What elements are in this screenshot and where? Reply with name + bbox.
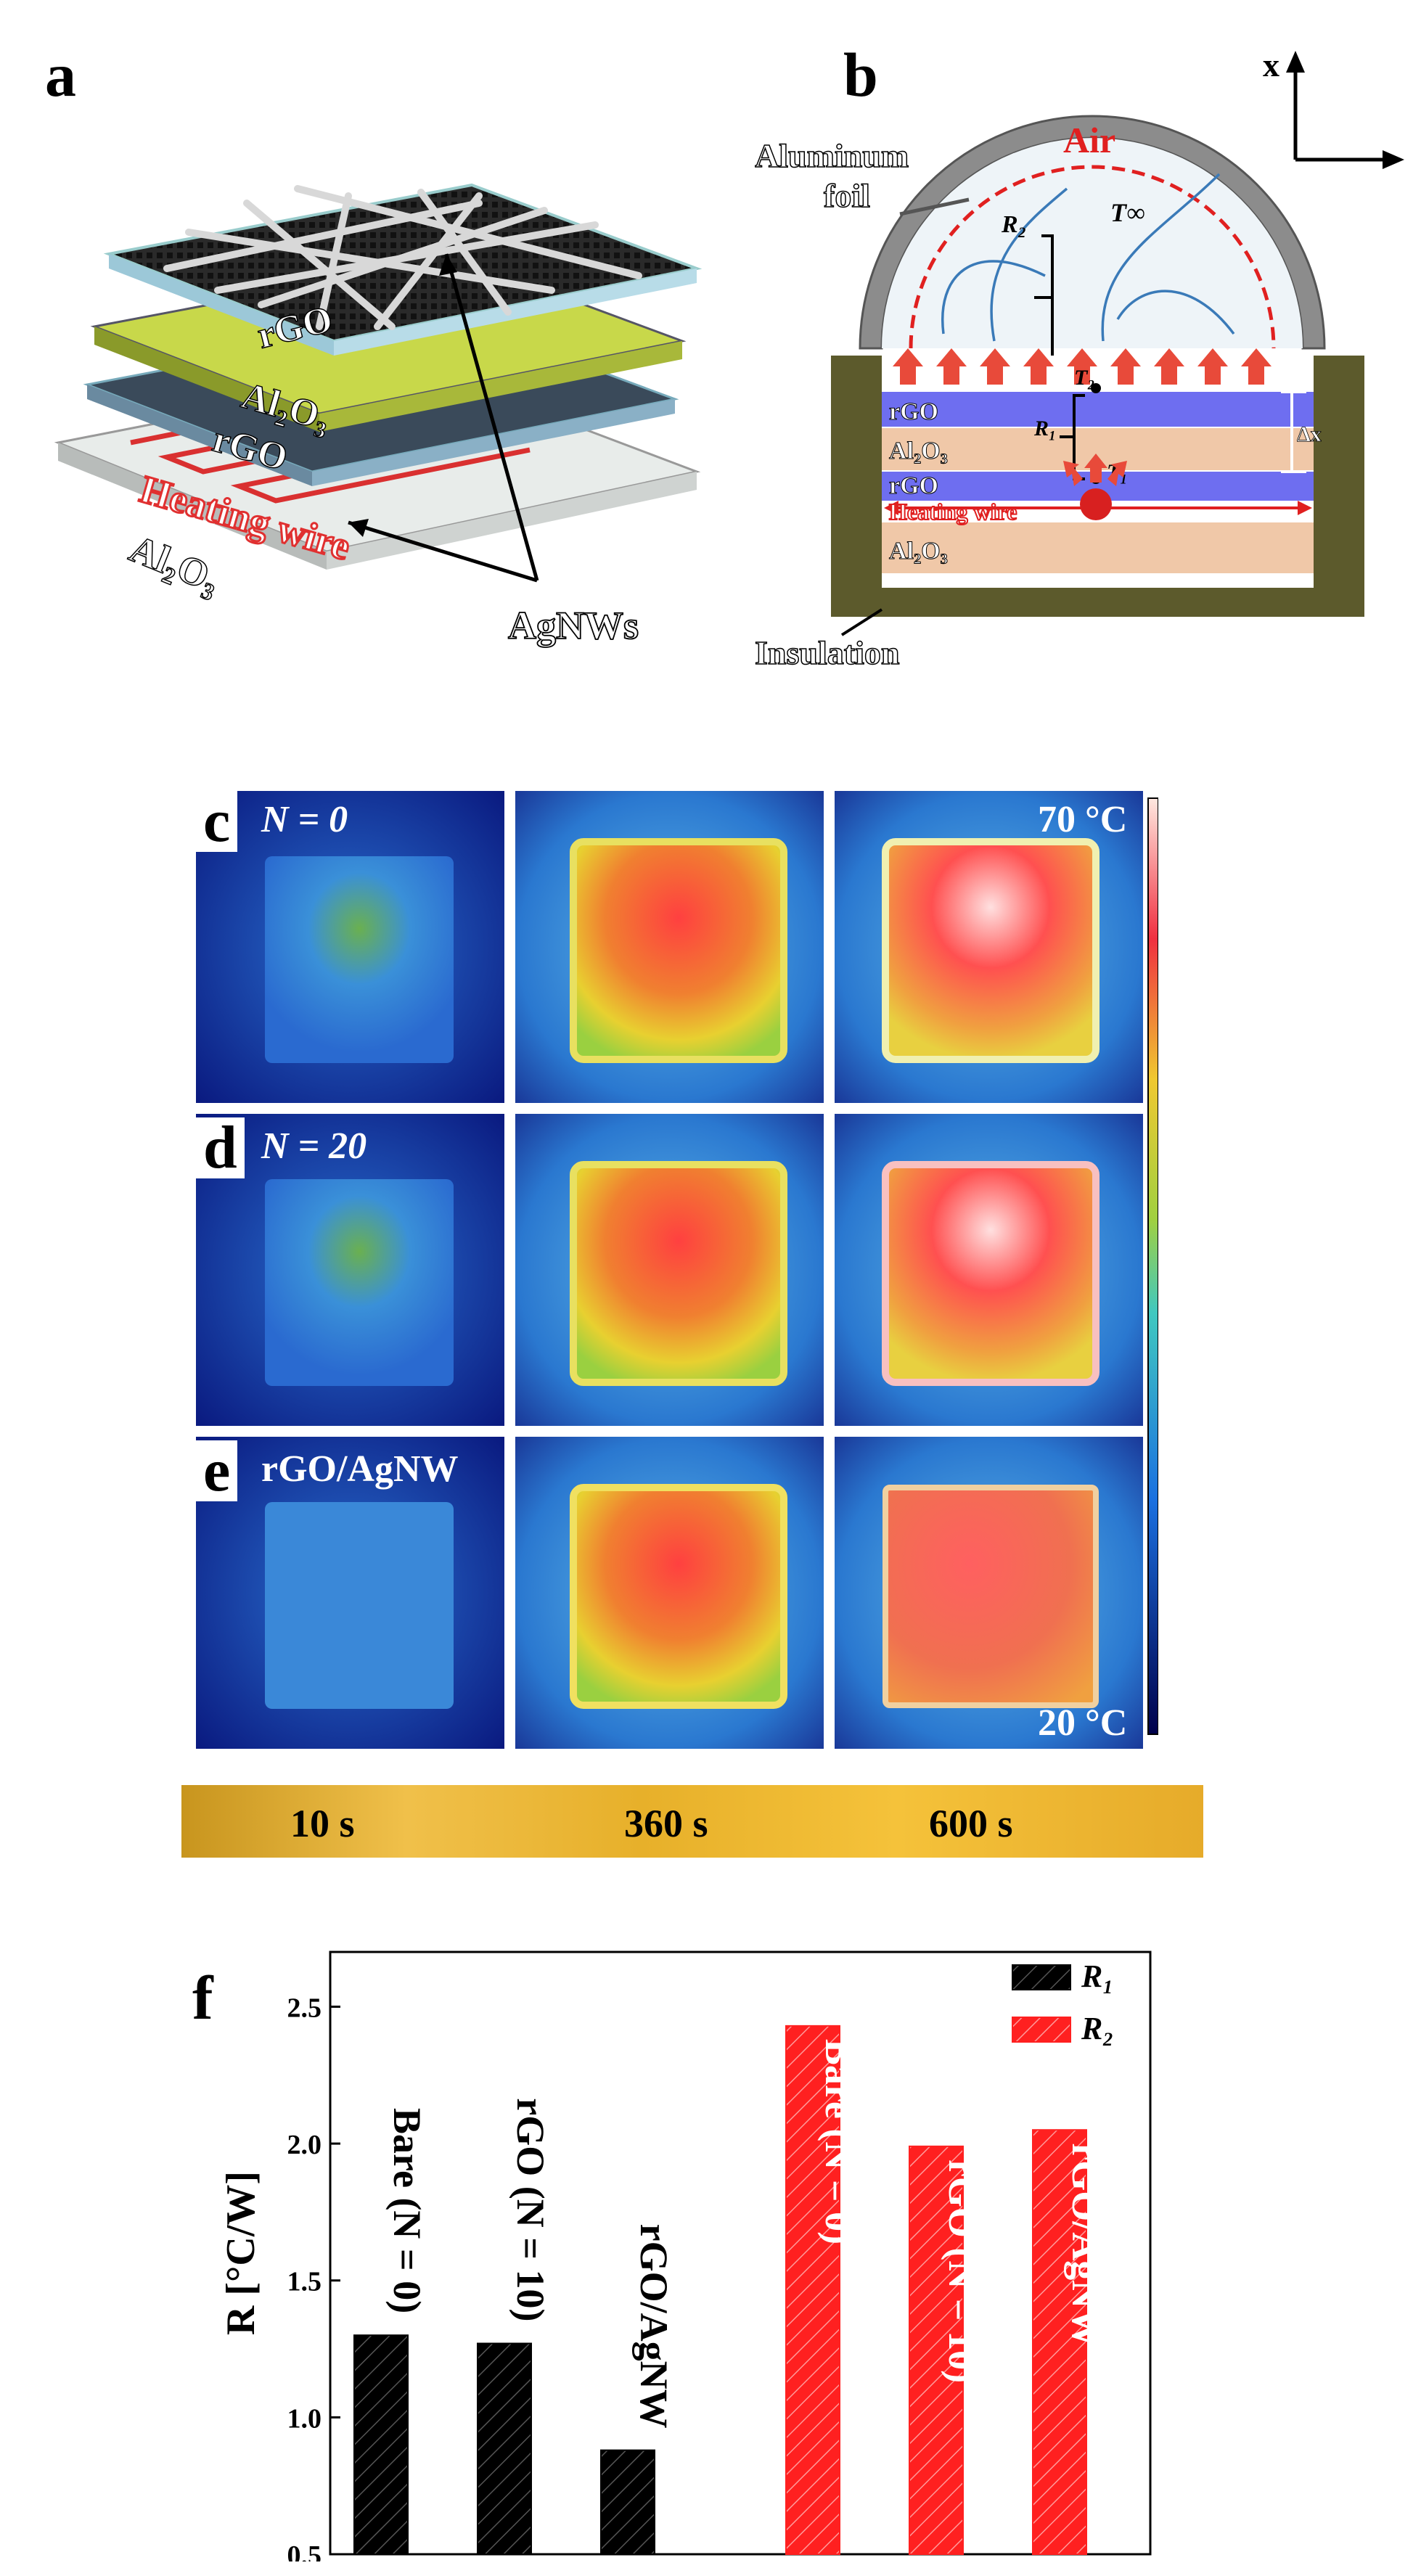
legend-swatch: [1012, 1964, 1071, 1990]
panel-d-label: N = 20: [261, 1125, 367, 1167]
time-label-600s: 600 s: [929, 1802, 1013, 1845]
legend-label: R₁: [1081, 1958, 1114, 1994]
label-t-inf: T∞: [1110, 198, 1145, 227]
panel-f-chart: 0.5 1.0 1.5 2.0 2.5 R [°C/W] Bare (N = 0) rGO…: [218, 1951, 1152, 2561]
bar: [909, 2145, 964, 2555]
bar-category-label: rGO (N = 10): [509, 2098, 552, 2321]
legend-label: R₂: [1081, 2011, 1114, 2046]
ir-image-grid: [196, 791, 1158, 1749]
y-tick-label: 0.5: [287, 2540, 322, 2561]
temperature-colorbar: [1147, 797, 1158, 1735]
y-tick-label: 2.0: [287, 2130, 322, 2160]
legend-swatch: [1012, 2017, 1071, 2043]
temp-min-label: 20 °C: [1038, 1702, 1128, 1744]
panel-f-letter: f: [192, 1963, 213, 2033]
y-axis-label: R [°C/W]: [218, 2171, 263, 2335]
bar: [477, 2342, 532, 2555]
label-al2o3-bottom: Al₂O₃: [124, 526, 227, 602]
panel-c-letter: c: [196, 791, 238, 852]
label-b-al2o3: Al₂O₃: [889, 438, 948, 464]
y-tick-label: 1.0: [287, 2403, 322, 2434]
panel-b-letter: b: [843, 40, 878, 110]
y-tick-label: 2.5: [287, 1993, 322, 2023]
axis-x-label: x: [1263, 46, 1279, 83]
panel-d-letter: d: [196, 1117, 245, 1178]
label-agnws: AgNWs: [508, 604, 639, 647]
bar: [353, 2334, 409, 2555]
panel-e-label: rGO/AgNW: [261, 1448, 459, 1490]
panel-e-letter: e: [196, 1440, 238, 1501]
agnw-wires: [163, 185, 642, 330]
time-label-360s: 360 s: [624, 1802, 708, 1845]
panel-a-diagram: rGO Al₂O₃ rGO Heating wire Al₂O₃ AgNWs: [54, 183, 703, 648]
y-tick-label: 1.5: [287, 2267, 322, 2297]
label-air: Air: [1063, 120, 1115, 160]
bar-category-label: rGO (N = 10): [941, 2159, 984, 2383]
panel-a-letter: a: [45, 40, 76, 110]
bar-category-label: rGO/AgNW: [632, 2224, 676, 2429]
label-b-heating-wire: Heating wire: [889, 499, 1017, 525]
panel-c-label: N = 0: [261, 799, 348, 840]
temp-max-label: 70 °C: [1038, 799, 1128, 840]
bar: [1032, 2129, 1087, 2555]
time-label-10s: 10 s: [290, 1802, 355, 1845]
layer-rgo-1: [882, 392, 1314, 427]
label-t2: T₂: [1074, 366, 1095, 390]
label-delta-x: Δx: [1297, 422, 1322, 446]
plot-frame: [329, 1951, 1152, 2556]
bar-category-label: rGO/AgNW: [1064, 2143, 1107, 2347]
label-r2: R₂: [1001, 211, 1027, 238]
bar: [785, 2025, 840, 2555]
label-b-rgo-1: rGO: [889, 398, 938, 425]
label-b-al2o3-bottom: Al₂O₃: [889, 538, 948, 565]
bar: [600, 2449, 655, 2555]
panel-b-diagram: x Air Aluminum foil R₂ T∞ rGO Al₂O₃ rGO: [755, 46, 1404, 672]
label-aluminum-foil-1: Aluminum: [755, 137, 909, 174]
label-r1: R₁: [1033, 417, 1056, 440]
bar-category-label: Bare (N = 0): [817, 2039, 861, 2244]
label-b-rgo-2: rGO: [889, 472, 938, 499]
time-bar: [181, 1785, 1203, 1858]
bar-category-label: Bare (N = 0): [385, 2108, 429, 2313]
aluminum-dome: [859, 115, 1326, 350]
label-insulation: Insulation: [755, 634, 899, 671]
label-aluminum-foil-2: foil: [824, 177, 870, 214]
layer-al2o3-bottom: [882, 522, 1314, 573]
